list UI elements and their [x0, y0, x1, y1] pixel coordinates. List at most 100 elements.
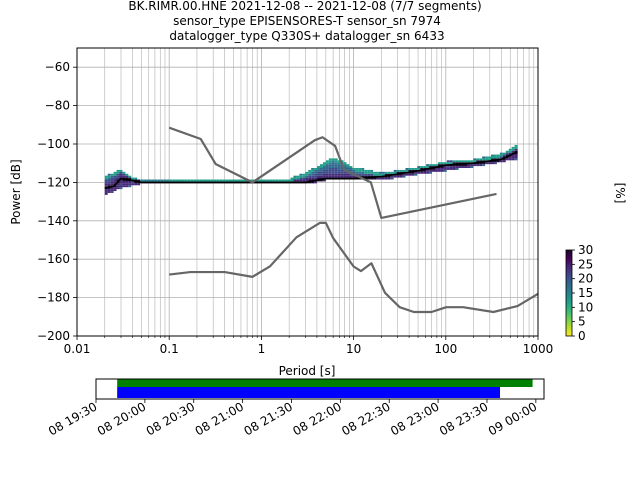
psd-cell [349, 173, 353, 176]
psd-cell [125, 185, 129, 188]
psd-cell [119, 179, 123, 182]
psd-cell [488, 162, 492, 165]
psd-cell [296, 175, 300, 178]
psd-cell [467, 166, 471, 168]
psd-cell [402, 175, 406, 178]
psd-cell [104, 175, 108, 178]
psd-cell [346, 168, 350, 170]
psd-cell [331, 164, 335, 167]
psd-cell [314, 173, 318, 176]
y-tick-label: −200 [37, 329, 70, 343]
psd-cell [317, 173, 320, 176]
psd-cell [508, 156, 512, 159]
psd-cell [107, 179, 111, 182]
psd-cell [331, 168, 335, 170]
psd-cell [384, 173, 388, 176]
psd-cell [343, 168, 347, 170]
psd-cell [319, 177, 323, 180]
psd-cell [464, 164, 468, 167]
timeline-tick-label: 08 21:30 [242, 399, 295, 438]
psd-cell [491, 158, 494, 161]
psd-cell [443, 166, 447, 168]
psd-cell [213, 179, 217, 182]
psd-cell [104, 177, 108, 180]
psd-cell [429, 164, 433, 167]
psd-cell [414, 173, 418, 176]
psd-cell [202, 179, 206, 182]
psd-cell [367, 175, 371, 178]
psd-cell [331, 160, 335, 163]
psd-cell [461, 166, 465, 168]
psd-cell [505, 152, 509, 155]
psd-cell [302, 179, 306, 182]
psd-cell [376, 171, 379, 174]
psd-cell [376, 177, 379, 180]
psd-cell [452, 166, 456, 168]
psd-cell [352, 169, 356, 172]
psd-cell [281, 179, 285, 182]
timeline-tick-label: 08 20:00 [95, 399, 148, 438]
psd-cell [308, 177, 312, 180]
psd-cell [381, 173, 385, 176]
psd-cell [337, 166, 341, 168]
psd-cell [113, 189, 117, 192]
colorbar-tick-label: 25 [578, 257, 593, 271]
noise-models [168, 126, 539, 314]
psd-cell [349, 168, 353, 170]
psd-cell [287, 179, 291, 182]
psd-cell [319, 171, 323, 174]
psd-cell [502, 154, 506, 157]
psd-cell [107, 189, 111, 192]
psd-cell [317, 171, 320, 174]
y-tick-label: −80 [45, 99, 70, 113]
psd-cell [104, 181, 108, 184]
psd-cell [104, 191, 108, 193]
psd-cell [113, 187, 117, 190]
psd-cell [328, 173, 332, 176]
psd-cell [499, 156, 503, 159]
psd-cell [128, 185, 132, 188]
psd-cell [446, 160, 450, 163]
psd-cell [499, 154, 503, 157]
psd-cell [172, 179, 176, 182]
psd-cell [131, 183, 135, 186]
psd-cell [308, 171, 312, 174]
psd-cell [317, 166, 320, 168]
psd-cell [452, 162, 456, 165]
psd-cell [293, 179, 297, 182]
x-tick-label: 0.1 [160, 342, 179, 356]
psd-cell [231, 179, 235, 182]
psd-cell [378, 171, 382, 174]
psd-cell [322, 164, 326, 167]
psd-cell [479, 164, 483, 167]
nlnm-line [169, 221, 539, 314]
psd-cell [387, 177, 391, 180]
psd-cell [470, 166, 474, 168]
y-axis-label: Power [dB] [9, 159, 23, 224]
psd-cell [390, 175, 394, 178]
psd-cell [322, 179, 326, 182]
x-axis-ticks: 0.01 0.1 1 10 100 1000 [64, 336, 553, 356]
psd-cell [119, 181, 123, 184]
timeline-tick-label: 08 21:00 [193, 399, 246, 438]
psd-cell [449, 160, 453, 163]
psd-cell [334, 162, 338, 165]
psd-cell [361, 168, 365, 170]
psd-cell [343, 173, 347, 176]
psd-cell [290, 179, 294, 182]
psd-cell [319, 168, 323, 170]
psd-cell [349, 166, 353, 168]
psd-cell [325, 175, 329, 178]
psd-cell [305, 175, 309, 178]
psd-cell [376, 173, 379, 176]
psd-cell [479, 162, 483, 165]
psd-cell [423, 169, 427, 172]
psd-cell [308, 175, 312, 178]
psd-cell [311, 181, 315, 184]
psd-cell [331, 175, 335, 178]
psd-cell [384, 171, 388, 174]
psd-cell [157, 179, 161, 182]
psd-cell [408, 173, 412, 176]
psd-cell [358, 171, 362, 174]
psd-cell [160, 179, 164, 182]
